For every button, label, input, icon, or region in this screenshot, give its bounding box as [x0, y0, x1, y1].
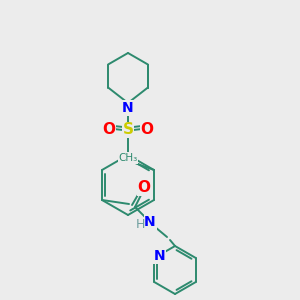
- Text: N: N: [144, 215, 156, 229]
- Text: S: S: [122, 122, 134, 137]
- Text: O: O: [140, 122, 154, 136]
- Text: H: H: [135, 218, 145, 232]
- Text: O: O: [137, 181, 151, 196]
- Text: O: O: [103, 122, 116, 136]
- Text: N: N: [153, 249, 165, 263]
- Text: N: N: [122, 101, 134, 115]
- Text: CH₃: CH₃: [118, 153, 138, 163]
